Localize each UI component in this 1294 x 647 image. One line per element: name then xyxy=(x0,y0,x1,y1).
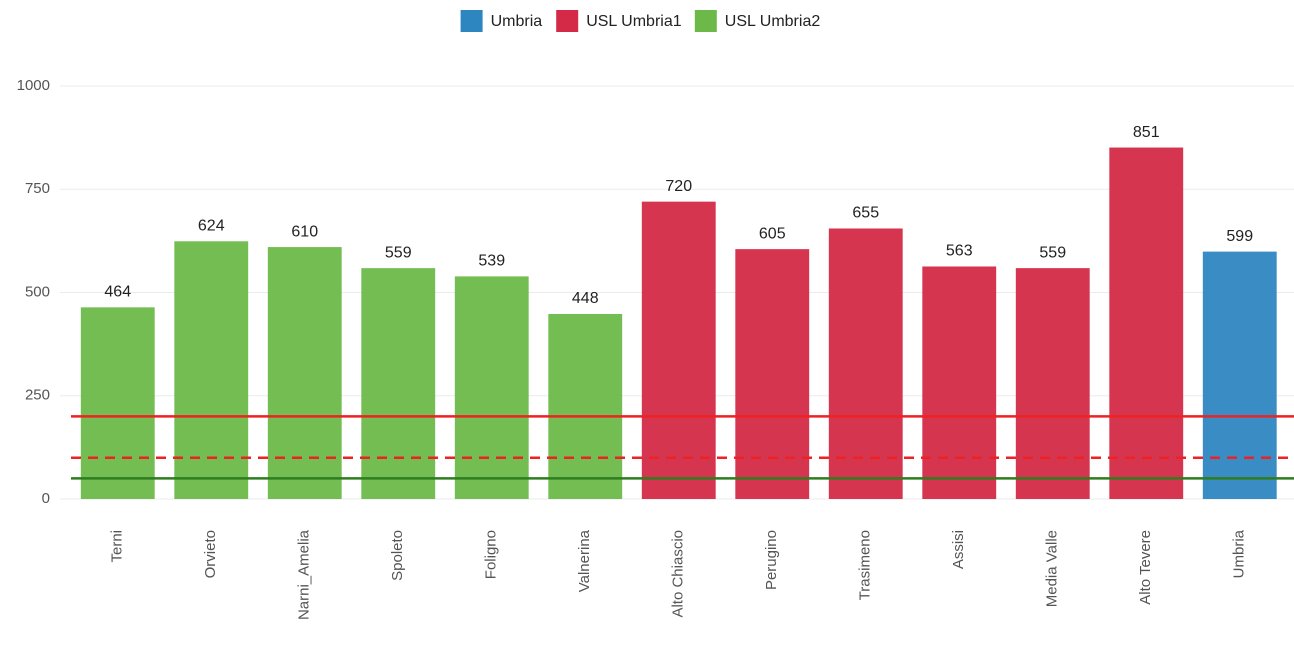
legend-swatch xyxy=(694,10,717,32)
bar xyxy=(1202,251,1277,499)
data-label: 448 xyxy=(572,290,599,307)
x-tick-label: Alto Tevere xyxy=(1137,530,1154,605)
x-tick-label: Trasimeno xyxy=(857,530,874,600)
data-label: 605 xyxy=(759,225,786,242)
legend-swatch xyxy=(556,10,579,32)
x-tick-label: Alto Chiascio xyxy=(670,530,687,618)
bar xyxy=(80,307,155,499)
y-tick-label: 1000 xyxy=(17,77,50,94)
legend-label: Umbria xyxy=(491,13,543,30)
y-tick-label: 750 xyxy=(25,180,50,197)
data-label: 559 xyxy=(1039,244,1066,261)
data-label: 610 xyxy=(291,223,318,240)
bar xyxy=(1015,268,1090,499)
y-tick-label: 250 xyxy=(25,387,50,404)
legend-label: USL Umbria1 xyxy=(586,13,682,30)
bar xyxy=(454,276,529,499)
data-label: 599 xyxy=(1226,228,1253,245)
data-label: 539 xyxy=(478,253,505,270)
x-tick-label: Media Valle xyxy=(1044,530,1061,607)
x-tick-label: Valnerina xyxy=(576,529,593,592)
bar xyxy=(361,268,436,499)
bar xyxy=(735,249,810,499)
bar xyxy=(548,313,623,499)
data-label: 563 xyxy=(946,243,973,260)
bar xyxy=(1109,147,1184,500)
y-tick-label: 0 xyxy=(42,490,50,507)
y-tick-label: 500 xyxy=(25,283,50,300)
x-tick-label: Terni xyxy=(109,530,126,563)
data-label: 559 xyxy=(385,244,412,261)
data-label: 655 xyxy=(852,205,879,222)
bar xyxy=(922,266,997,499)
x-tick-label: Orvieto xyxy=(202,530,219,578)
data-label: 624 xyxy=(198,218,225,235)
legend-swatch xyxy=(460,10,483,32)
data-label: 851 xyxy=(1133,124,1160,141)
x-tick-label: Spoleto xyxy=(389,530,406,581)
bar xyxy=(641,201,716,499)
x-tick-label: Assisi xyxy=(950,530,967,569)
x-tick-label: Narni_Amelia xyxy=(296,529,313,620)
x-tick-label: Umbria xyxy=(1231,529,1248,578)
x-tick-label: Perugino xyxy=(763,530,780,590)
legend-label: USL Umbria2 xyxy=(725,13,821,30)
bar xyxy=(267,247,342,499)
bar xyxy=(828,228,903,500)
x-tick-label: Foligno xyxy=(483,530,500,579)
data-label: 720 xyxy=(665,178,692,195)
data-label: 464 xyxy=(104,284,131,301)
bar xyxy=(174,241,249,499)
